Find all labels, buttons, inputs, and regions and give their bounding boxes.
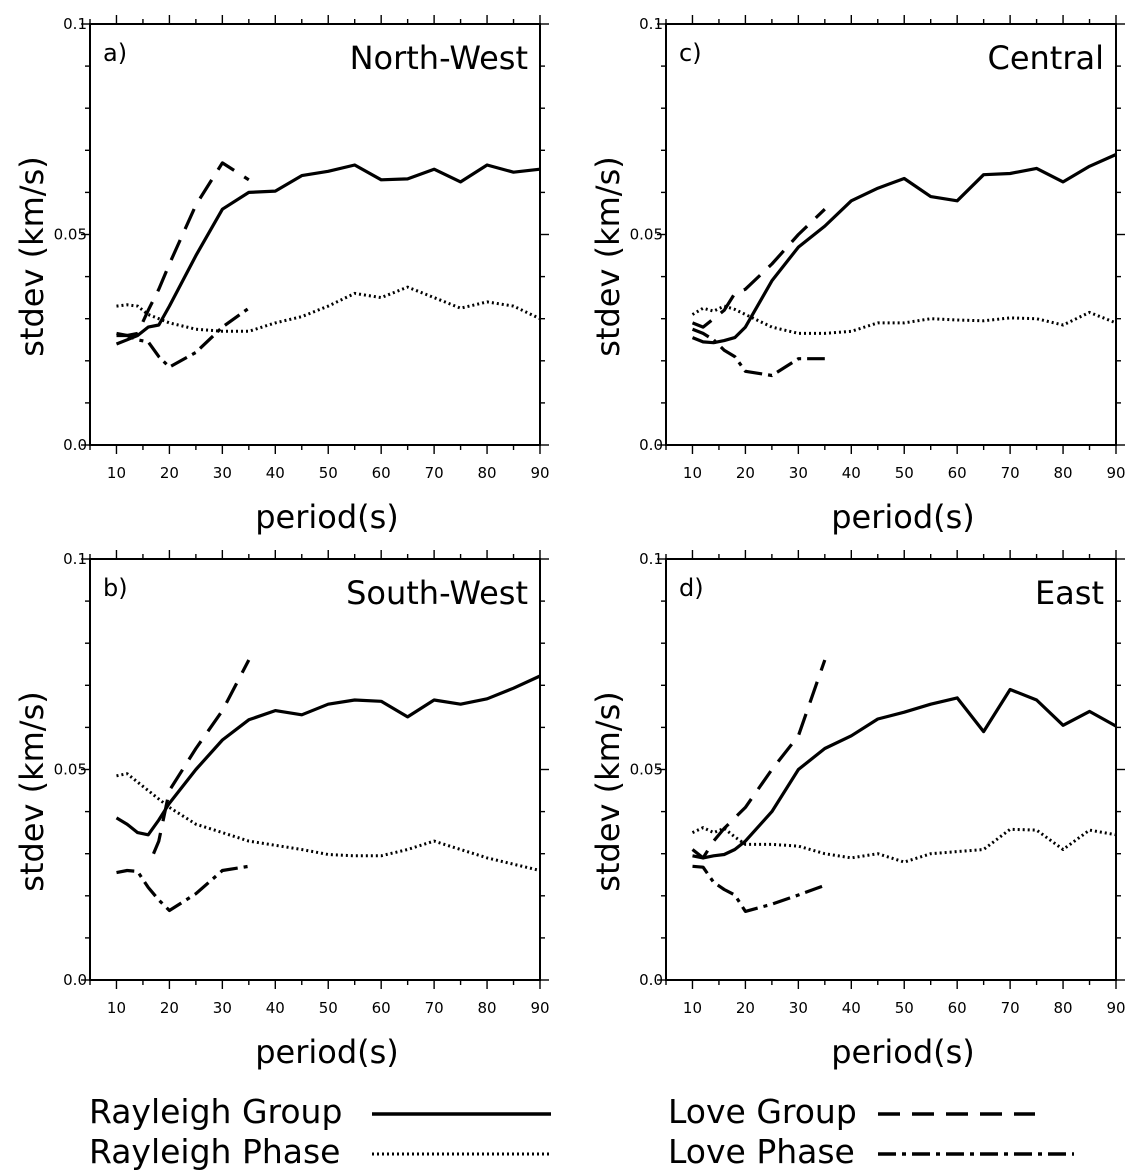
x-tick-label: 60 bbox=[948, 464, 967, 482]
x-tick-label: 90 bbox=[530, 464, 549, 482]
y-tick-label: 0.1 bbox=[63, 550, 87, 568]
x-tick-label: 80 bbox=[1054, 999, 1073, 1017]
x-tick-label: 70 bbox=[425, 464, 444, 482]
x-tick-label: 20 bbox=[160, 999, 179, 1017]
region-title: Central bbox=[987, 39, 1104, 77]
chart-panel-1: 10 20 30 40 50 60 70 80 90 0.0 0.05 0.1 period(s) std… bbox=[13, 15, 550, 536]
panel-letter: a) bbox=[103, 39, 127, 67]
x-tick-label: 60 bbox=[372, 999, 391, 1017]
x-tick-label: 50 bbox=[895, 999, 914, 1017]
plot-frame bbox=[665, 23, 1117, 446]
x-tick-label: 20 bbox=[160, 464, 179, 482]
series-line-rayleigh-group bbox=[115, 163, 541, 346]
x-tick-label: 90 bbox=[530, 999, 549, 1017]
x-axis-label: period(s) bbox=[255, 1033, 399, 1071]
x-tick-label: 70 bbox=[425, 999, 444, 1017]
x-tick-label: 40 bbox=[266, 999, 285, 1017]
series-line-love-phase bbox=[691, 327, 825, 378]
panel-letter: d) bbox=[679, 574, 704, 602]
y-axis-label: stdev (km/s) bbox=[13, 156, 51, 356]
x-tick-label: 10 bbox=[107, 999, 126, 1017]
series-line-love-group bbox=[691, 208, 826, 329]
x-tick-label: 20 bbox=[736, 999, 755, 1017]
y-axis-label: stdev (km/s) bbox=[589, 691, 627, 891]
y-axis-label: stdev (km/s) bbox=[13, 691, 51, 891]
y-tick-label: 0.05 bbox=[630, 761, 663, 779]
x-tick-label: 90 bbox=[1106, 999, 1125, 1017]
x-tick-label: 20 bbox=[736, 464, 755, 482]
x-tick-label: 90 bbox=[1106, 464, 1125, 482]
region-title: South-West bbox=[346, 574, 528, 612]
series-line-rayleigh-phase bbox=[116, 772, 541, 872]
series-line-rayleigh-group bbox=[692, 687, 1117, 860]
legend-label: Rayleigh Phase bbox=[89, 1132, 340, 1170]
series-line-love-phase bbox=[116, 864, 250, 913]
chart-panel-4: 10 20 30 40 50 60 70 80 90 0.0 0.05 0.1 period(s) std… bbox=[589, 550, 1126, 1071]
series-line-rayleigh-group bbox=[115, 674, 541, 837]
y-tick-label: 0.0 bbox=[639, 971, 663, 989]
y-tick-label: 0.05 bbox=[54, 761, 87, 779]
y-tick-label: 0.1 bbox=[63, 15, 87, 33]
legend-label: Love Phase bbox=[668, 1132, 855, 1170]
y-tick-label: 0.05 bbox=[54, 226, 87, 244]
x-tick-label: 80 bbox=[1054, 464, 1073, 482]
x-tick-label: 30 bbox=[213, 999, 232, 1017]
legend-label: Love Group bbox=[668, 1092, 857, 1131]
x-tick-label: 10 bbox=[683, 999, 702, 1017]
series-line-love-phase bbox=[116, 306, 250, 369]
legend-label: Rayleigh Group bbox=[89, 1092, 342, 1131]
chart-panel-3: 10 20 30 40 50 60 70 80 90 0.0 0.05 0.1 period(s) std… bbox=[13, 550, 550, 1071]
x-tick-label: 10 bbox=[683, 464, 702, 482]
series-line-love-group bbox=[691, 659, 827, 860]
y-tick-label: 0.0 bbox=[639, 436, 663, 454]
series-line-love-group bbox=[116, 161, 250, 338]
x-tick-label: 40 bbox=[842, 999, 861, 1017]
x-axis-label: period(s) bbox=[831, 498, 975, 536]
region-title: North-West bbox=[350, 39, 528, 77]
x-tick-label: 30 bbox=[789, 464, 808, 482]
x-tick-label: 80 bbox=[478, 464, 497, 482]
y-tick-label: 0.1 bbox=[639, 550, 663, 568]
x-tick-label: 50 bbox=[319, 999, 338, 1017]
x-tick-label: 50 bbox=[319, 464, 338, 482]
x-tick-label: 70 bbox=[1001, 464, 1020, 482]
x-tick-label: 60 bbox=[372, 464, 391, 482]
x-axis-label: period(s) bbox=[255, 498, 399, 536]
x-axis-label: period(s) bbox=[831, 1033, 975, 1071]
y-tick-label: 0.0 bbox=[63, 436, 87, 454]
series-line-love-group bbox=[152, 659, 251, 855]
series-line-rayleigh-phase bbox=[116, 285, 541, 333]
x-tick-label: 10 bbox=[107, 464, 126, 482]
series-line-rayleigh-group bbox=[691, 153, 1117, 345]
series-line-rayleigh-phase bbox=[691, 826, 1117, 864]
region-title: East bbox=[1035, 574, 1104, 612]
x-tick-label: 40 bbox=[266, 464, 285, 482]
y-axis-label: stdev (km/s) bbox=[589, 156, 627, 356]
x-tick-label: 60 bbox=[948, 999, 967, 1017]
x-tick-label: 80 bbox=[478, 999, 497, 1017]
panel-letter: b) bbox=[103, 574, 128, 602]
y-tick-label: 0.05 bbox=[630, 226, 663, 244]
x-tick-label: 40 bbox=[842, 464, 861, 482]
plot-frame bbox=[89, 558, 541, 981]
chart-panel-2: 10 20 30 40 50 60 70 80 90 0.0 0.05 0.1 period(s) std… bbox=[589, 15, 1126, 536]
series-line-love-phase bbox=[692, 864, 826, 914]
plot-frame bbox=[665, 558, 1117, 981]
plot-frame bbox=[89, 23, 541, 446]
x-tick-label: 30 bbox=[213, 464, 232, 482]
x-tick-label: 50 bbox=[895, 464, 914, 482]
y-tick-label: 0.1 bbox=[639, 15, 663, 33]
x-tick-label: 70 bbox=[1001, 999, 1020, 1017]
panel-letter: c) bbox=[679, 39, 702, 67]
x-tick-label: 30 bbox=[789, 999, 808, 1017]
y-tick-label: 0.0 bbox=[63, 971, 87, 989]
